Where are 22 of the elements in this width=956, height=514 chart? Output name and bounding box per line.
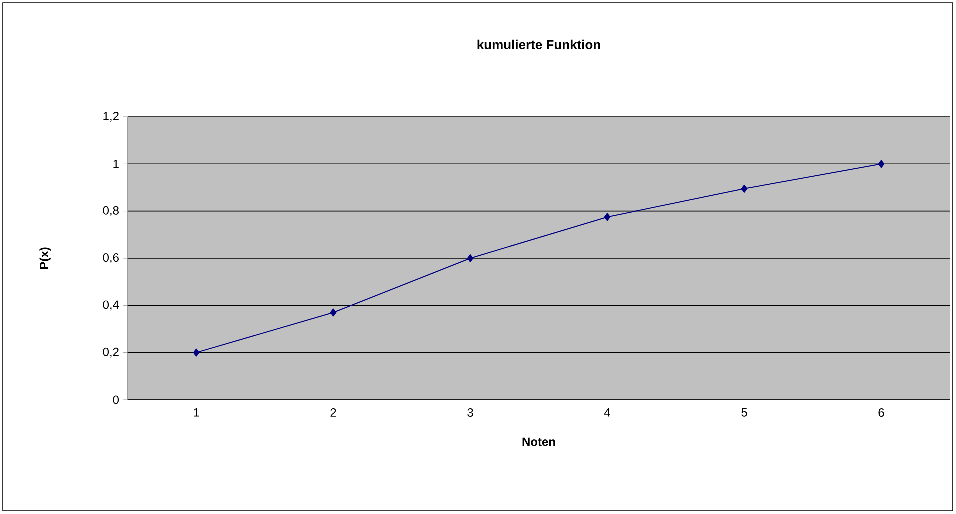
point bbox=[193, 348, 200, 357]
point bbox=[604, 213, 611, 222]
y-tick-label: 0,8 bbox=[103, 206, 119, 216]
x-tick-label: 6 bbox=[878, 408, 884, 418]
chart-title: kumulierte Funktion bbox=[478, 40, 600, 50]
point bbox=[467, 254, 474, 262]
x-tick-label: 1 bbox=[194, 408, 200, 417]
y-tick-label: 0,6 bbox=[103, 254, 119, 264]
y-tick-label: 0 bbox=[113, 396, 120, 404]
y-tick-label: 1 bbox=[114, 160, 119, 168]
point bbox=[878, 160, 885, 168]
x-tick-label: 5 bbox=[742, 408, 748, 417]
x-tick-label: 3 bbox=[468, 408, 474, 418]
point bbox=[741, 184, 748, 193]
x-tick-label: 2 bbox=[330, 408, 336, 417]
point bbox=[330, 308, 337, 317]
y-tick-label: 1,2 bbox=[104, 112, 119, 122]
x-axis-title: Noten bbox=[522, 438, 556, 446]
x-tick-label: 4 bbox=[604, 408, 610, 417]
y-axis-title: P(x) bbox=[40, 248, 51, 270]
y-tick-label: 0,4 bbox=[103, 300, 120, 311]
y-tick-label: 0,2 bbox=[103, 348, 119, 358]
